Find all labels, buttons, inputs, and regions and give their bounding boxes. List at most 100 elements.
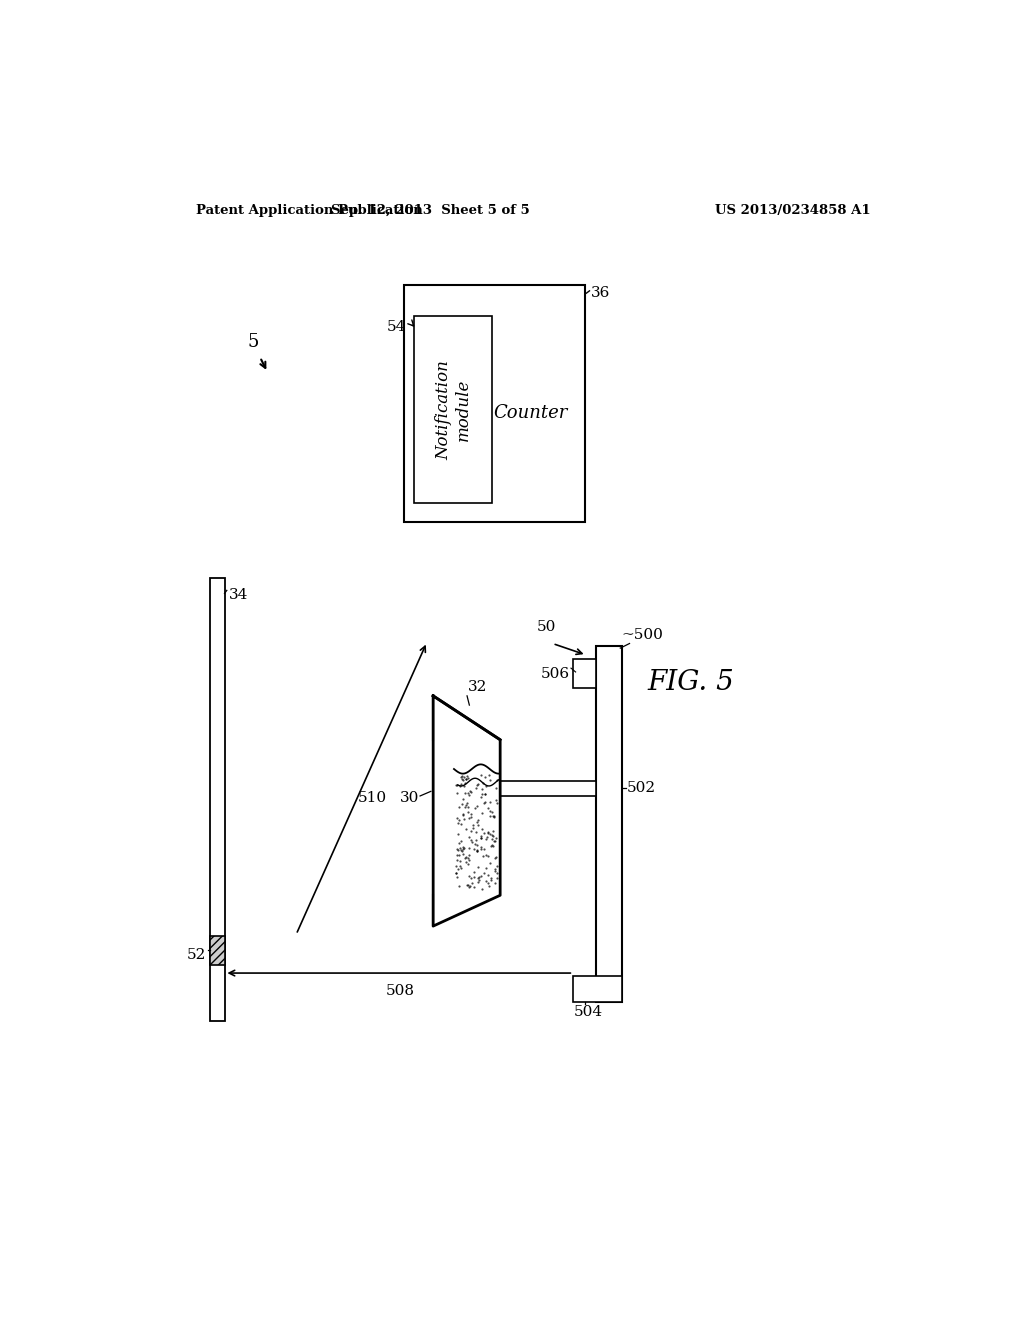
Point (477, 792, 494, 813)
Point (461, 845, 477, 866)
Text: ~500: ~500 (622, 628, 664, 642)
Point (465, 814, 481, 836)
Point (468, 840, 484, 861)
Point (461, 876, 477, 898)
Text: 510: 510 (357, 791, 387, 804)
Point (487, 789, 504, 810)
Point (461, 837, 477, 858)
Point (464, 873, 480, 894)
Point (487, 830, 504, 851)
Point (454, 813, 470, 834)
Point (457, 783, 473, 804)
Point (486, 859, 503, 880)
Point (451, 845, 467, 866)
Point (454, 774, 470, 795)
Point (453, 775, 469, 796)
Point (479, 826, 496, 847)
Point (475, 772, 492, 793)
Point (460, 801, 476, 822)
Point (479, 845, 496, 866)
Point (460, 783, 476, 804)
Point (468, 777, 484, 799)
Point (480, 764, 497, 785)
Point (473, 787, 489, 808)
Point (480, 873, 497, 894)
Point (481, 853, 498, 874)
Point (482, 870, 499, 891)
Point (462, 780, 478, 801)
Point (477, 858, 494, 879)
Point (466, 840, 482, 861)
Point (454, 840, 470, 861)
Point (459, 874, 475, 895)
Point (461, 849, 477, 870)
Point (480, 797, 497, 818)
Point (467, 797, 483, 818)
Point (470, 867, 486, 888)
Text: Patent Application Publication: Patent Application Publication (196, 205, 423, 218)
Point (454, 766, 470, 787)
Text: 506: 506 (541, 667, 569, 681)
Point (452, 855, 468, 876)
Point (468, 822, 484, 843)
Point (485, 805, 502, 826)
Text: 34: 34 (229, 589, 249, 602)
Point (481, 791, 498, 812)
Point (449, 845, 465, 866)
Point (469, 775, 485, 796)
Point (470, 867, 486, 888)
Point (457, 837, 473, 858)
Point (449, 863, 465, 884)
Point (464, 832, 480, 853)
Point (469, 809, 485, 830)
Point (488, 846, 505, 867)
Point (447, 855, 464, 876)
Point (454, 793, 470, 814)
Point (451, 832, 467, 853)
Point (460, 854, 476, 875)
Point (462, 875, 478, 896)
Point (466, 862, 482, 883)
Point (454, 768, 470, 789)
Point (485, 836, 502, 857)
Point (457, 774, 473, 795)
Point (474, 878, 490, 899)
Point (477, 783, 494, 804)
Point (450, 824, 466, 845)
Point (478, 871, 495, 892)
Point (489, 862, 506, 883)
Point (449, 775, 465, 796)
Point (488, 828, 505, 849)
Point (451, 796, 467, 817)
Point (450, 783, 466, 804)
Text: 508: 508 (386, 983, 415, 998)
Point (456, 808, 472, 829)
Point (453, 857, 469, 878)
Point (457, 847, 473, 869)
Point (449, 775, 465, 796)
Text: 502: 502 (627, 781, 655, 795)
Bar (210, 936, 224, 965)
Point (447, 862, 464, 883)
Point (470, 814, 486, 836)
Point (469, 857, 485, 878)
Point (468, 829, 484, 850)
Point (458, 846, 474, 867)
Point (461, 784, 477, 805)
Point (449, 867, 465, 888)
Point (458, 818, 474, 840)
Text: Notification
module: Notification module (435, 360, 471, 459)
Point (478, 775, 495, 796)
Point (450, 838, 466, 859)
Bar (573, 659, 596, 688)
Point (469, 810, 485, 832)
Point (485, 807, 502, 828)
Point (454, 830, 470, 851)
Point (460, 874, 476, 895)
Point (485, 821, 502, 842)
Text: 36: 36 (591, 286, 610, 300)
Point (476, 767, 493, 788)
Bar (596, 645, 622, 1002)
Point (467, 834, 483, 855)
Point (456, 770, 472, 791)
